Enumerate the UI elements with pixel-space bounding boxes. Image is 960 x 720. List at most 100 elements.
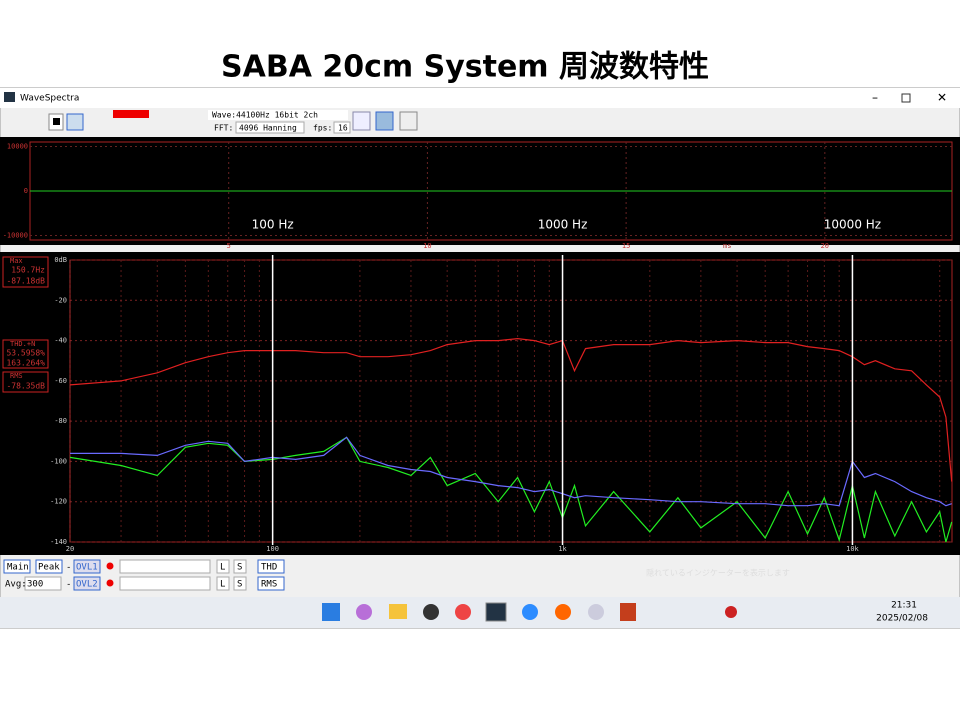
thd-2: 163.264% [6,359,45,368]
tray-icon[interactable] [725,606,737,618]
s2-button[interactable] [233,576,247,591]
x-tick-label: 10k [846,545,859,553]
thd-button[interactable] [257,559,285,574]
thd-button-label: THD [261,563,277,573]
maximize-button[interactable] [901,93,911,103]
avg-select[interactable] [24,576,62,591]
thd-label: THD.+N [10,340,35,348]
peak-button[interactable] [35,559,63,574]
rms-box [2,371,49,393]
fps-box[interactable] [333,121,351,134]
zoom-icon[interactable] [522,604,538,620]
y-tick-label: -100 [50,457,67,465]
x-tick-label: 20 [66,545,74,553]
waveform-x-tick-label: 10 [423,242,431,250]
ovl2-led [106,579,114,587]
x-tick-label: 1k [558,545,567,553]
spectrum-panel [0,252,960,555]
waveform-y-tick-label: 0 [24,187,28,195]
rms-level: -78.35dB [6,382,45,391]
y-tick-label: -60 [54,377,67,385]
fft-select[interactable] [235,121,305,134]
thd-1: 53.5958% [6,349,45,358]
ssd-icon[interactable] [423,604,439,620]
settings-button[interactable] [375,111,394,131]
avg-value: 300 [27,580,43,590]
max-label: Max [10,257,23,265]
s1-label: S [237,563,242,573]
start-button[interactable] [322,603,340,621]
y-tick-label: -120 [50,498,67,506]
waveform-y-tick-label: 10000 [7,142,28,150]
y-tick-label: -40 [54,337,67,345]
fft-label: FFT: [214,124,233,133]
clock-date: 2025/02/08 [876,614,928,624]
close-button[interactable]: ✕ [937,91,947,105]
s2-label: S [237,580,242,590]
slide-title: SABA 20cm System 周波数特性 [221,50,709,85]
max-freq: 150.7Hz [11,266,45,275]
fps-value: 16 [338,124,348,133]
waveform-y-tick-label: -10000 [3,232,28,240]
dash-1: - [66,563,71,573]
annotation-label: 100 Hz [252,218,294,232]
dash-2: - [66,580,71,590]
main-button[interactable] [3,559,31,574]
fps-label: fps: [313,124,332,133]
window-title: WaveSpectra [20,94,79,104]
rms-button-label: RMS [261,580,277,590]
thd-box [2,339,49,369]
app-icon [4,92,15,102]
title-bar [0,88,960,108]
waveform-x-tick-label: 5 [227,242,231,250]
l2-button[interactable] [216,576,230,591]
ovl1-button[interactable] [73,559,101,574]
wavespectra-icon[interactable] [485,602,507,622]
ovl1-field [119,559,211,574]
x-tick-label: 100 [266,545,279,553]
tray-hint: 隠れているインジケーターを表示します [646,568,790,578]
level-meter [113,110,149,118]
s1-button[interactable] [233,559,247,574]
pause-button[interactable] [66,113,84,131]
annotation-label: 1000 Hz [538,218,588,232]
l1-button[interactable] [216,559,230,574]
lr-button[interactable] [352,111,371,131]
max-level: -87.18dB [6,277,45,286]
firefox-icon[interactable] [555,604,571,620]
y-tick-label: 0dB [54,256,67,264]
chrome-icon[interactable] [455,604,471,620]
ovl1-label: OVL1 [76,563,98,573]
clock-time: 21:31 [891,601,917,611]
y-tick-label: -140 [50,538,67,546]
main-label: Main [7,563,29,573]
powerpoint-icon[interactable] [620,603,636,621]
waveform-x-tick-label: 20 [821,242,829,250]
copilot-icon[interactable] [356,604,372,620]
ovl2-button[interactable] [73,576,101,591]
rms-button[interactable] [257,576,285,591]
wave-info-box [208,110,348,120]
y-tick-label: -80 [54,417,67,425]
ovl2-field [119,576,211,591]
ovl2-label: OVL2 [76,580,98,590]
app-icon-2[interactable] [588,604,604,620]
explorer-icon[interactable] [389,604,407,619]
fft-value: 4096 Hanning [239,124,297,133]
waveform-x-tick-label: 15 [622,242,630,250]
avg-label: Avg: [5,580,27,590]
minimize-button[interactable]: – [872,91,878,105]
waveform-x-unit: ms [723,242,731,250]
stop-icon [53,118,60,125]
l1-label: L [220,563,225,573]
taskbar [0,597,960,628]
l2-label: L [220,580,225,590]
peak-label: Peak [38,563,60,573]
ovl1-led [106,562,114,570]
rms-label: RMS [10,372,23,380]
max-box [2,256,49,288]
tools-button[interactable] [399,111,418,131]
annotation-label: 10000 Hz [824,218,881,232]
y-tick-label: -20 [54,296,67,304]
